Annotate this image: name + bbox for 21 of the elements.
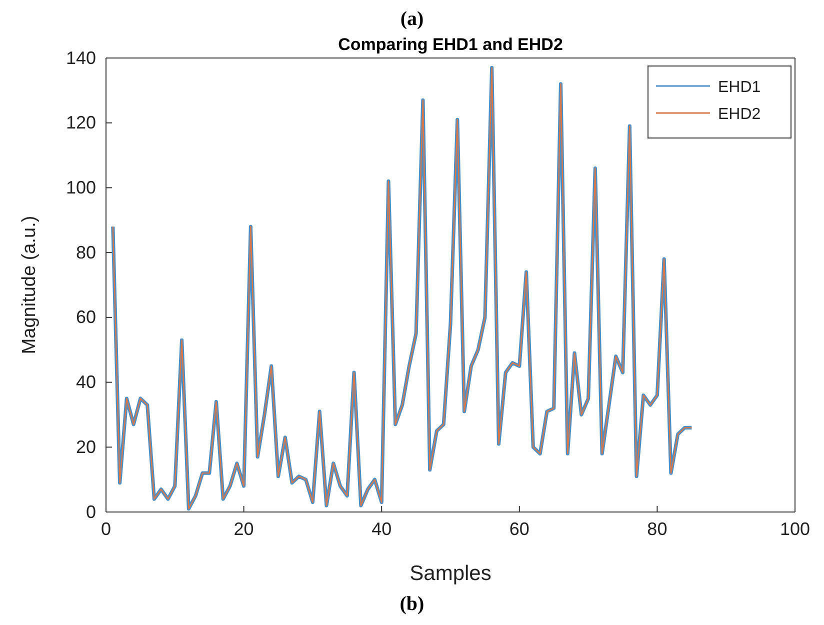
text: (b) [400, 593, 424, 615]
chart-title: Comparing EHD1 and EHD2 [338, 35, 563, 54]
text: (a) [400, 8, 424, 30]
x-tick-label: 100 [780, 518, 810, 539]
x-axis-title: Samples [410, 562, 492, 585]
y-tick-label: 20 [76, 436, 96, 457]
x-tick-label: 40 [372, 518, 392, 539]
x-tick-label: 20 [234, 518, 254, 539]
y-tick-label: 120 [66, 112, 96, 133]
y-tick-label: 80 [76, 242, 96, 262]
y-tick-label: 140 [66, 48, 96, 68]
y-tick-label: 60 [76, 307, 96, 328]
x-tick-label: 0 [100, 518, 112, 539]
x-tick-label: 60 [509, 518, 530, 539]
y-tick-label: 40 [76, 372, 96, 392]
legend-label: EHD2 [718, 106, 761, 123]
legend-label: EHD1 [718, 79, 761, 96]
y-axis-title: Magnitude (a.u.) [19, 216, 40, 354]
x-tick-label: 80 [647, 518, 668, 539]
y-tick-label: 100 [66, 177, 96, 198]
y-tick-label: 0 [86, 502, 96, 522]
